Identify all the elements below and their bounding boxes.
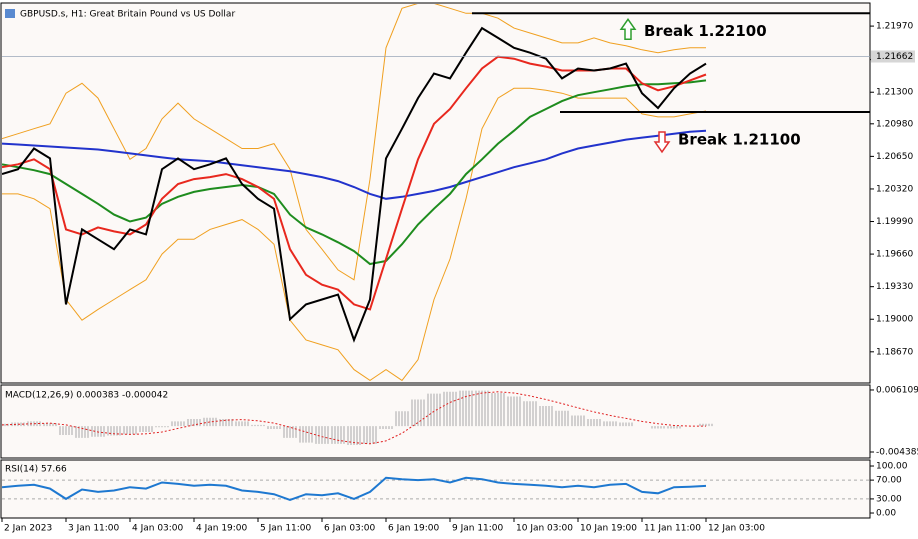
series-line bbox=[2, 87, 707, 382]
x-tick-label: 4 Jan 19:00 bbox=[196, 524, 248, 534]
y-tick-label: 1.19990 bbox=[876, 217, 913, 227]
main-panel bbox=[0, 2, 871, 384]
last-price-label: 1.21662 bbox=[876, 52, 913, 62]
x-tick-label: 11 Jan 11:00 bbox=[644, 524, 701, 534]
x-tick-label: 10 Jan 03:00 bbox=[516, 524, 573, 534]
series-line bbox=[2, 4, 706, 281]
chart-title: GBPUSD.s, H1: Great Britain Pound vs US … bbox=[20, 10, 235, 20]
y-tick-label: 1.18670 bbox=[876, 347, 913, 357]
rsi-title: RSI(14) 57.66 bbox=[5, 465, 67, 475]
y-tick-label: 70.00 bbox=[876, 476, 902, 486]
x-tick-label: 5 Jan 11:00 bbox=[260, 524, 312, 534]
y-tick-label: 100.00 bbox=[876, 462, 908, 472]
last-price-box bbox=[871, 50, 915, 63]
series-line bbox=[2, 391, 706, 445]
arrow bbox=[619, 17, 637, 41]
break-label: Break 1.22100 bbox=[644, 22, 767, 40]
symbol-icon bbox=[5, 9, 15, 18]
y-tick-label: 0.00 bbox=[876, 509, 896, 519]
y-tick-label: 1.19660 bbox=[876, 250, 913, 260]
y-tick-label: 1.21300 bbox=[876, 88, 913, 98]
y-tick-label: -0.004385 bbox=[876, 448, 918, 458]
y-tick-label: 1.20980 bbox=[876, 119, 913, 129]
x-tick-label: 2 Jan 2023 bbox=[4, 524, 52, 534]
y-tick-label: 30.00 bbox=[876, 494, 902, 504]
x-tick-label: 9 Jan 11:00 bbox=[452, 524, 504, 534]
series-line bbox=[2, 26, 707, 343]
y-tick-label: 0.006109 bbox=[876, 385, 918, 395]
x-tick-label: 4 Jan 03:00 bbox=[132, 524, 184, 534]
y-tick-label: 1.19000 bbox=[876, 315, 913, 325]
break-label: Break 1.21100 bbox=[678, 130, 801, 148]
x-tick-label: 10 Jan 19:00 bbox=[580, 524, 637, 534]
y-tick-label: 1.20650 bbox=[876, 152, 913, 162]
series-line bbox=[2, 476, 707, 501]
x-tick-label: 6 Jan 03:00 bbox=[324, 524, 376, 534]
y-tick-label: 1.20320 bbox=[876, 184, 913, 194]
macd-title: MACD(12,26,9) 0.000383 -0.000042 bbox=[5, 391, 168, 401]
rsi-panel bbox=[0, 459, 871, 519]
arrow bbox=[653, 131, 671, 154]
y-tick-label: 1.19330 bbox=[876, 282, 913, 292]
series-line bbox=[2, 79, 707, 266]
macd-panel bbox=[0, 384, 871, 459]
x-tick-label: 12 Jan 03:00 bbox=[708, 524, 765, 534]
x-tick-label: 3 Jan 11:00 bbox=[68, 524, 120, 534]
x-tick-label: 6 Jan 19:00 bbox=[388, 524, 440, 534]
y-tick-label: 1.21970 bbox=[876, 22, 913, 32]
series-line bbox=[2, 129, 707, 200]
